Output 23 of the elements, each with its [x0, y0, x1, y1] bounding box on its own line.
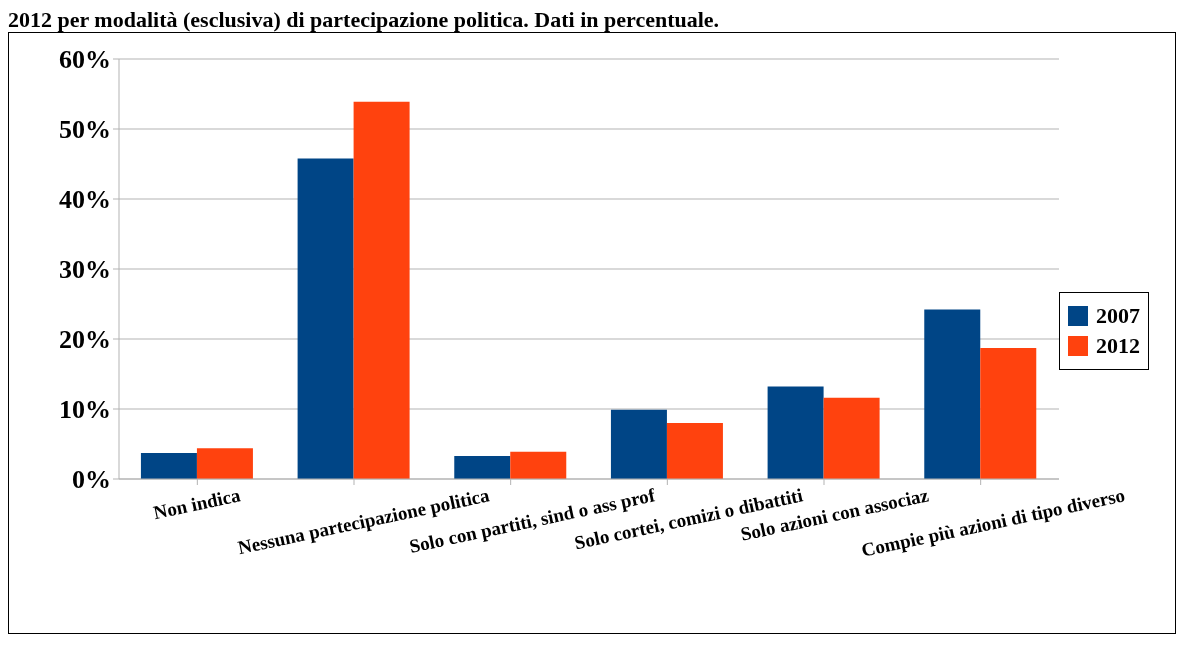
chart-title: 2012 per modalità (esclusiva) di partecipazione politica. Dati in percentuale. — [8, 7, 721, 32]
bar — [823, 397, 880, 479]
y-tick-label: 10% — [59, 395, 111, 425]
y-tick-label: 50% — [59, 115, 111, 145]
y-tick-label: 30% — [59, 255, 111, 285]
y-tick-label: 0% — [72, 465, 111, 495]
y-tick-label: 20% — [59, 325, 111, 355]
bar — [666, 423, 723, 479]
bar — [980, 348, 1037, 479]
bar — [353, 101, 410, 479]
legend-label: 2007 — [1096, 303, 1140, 329]
bar — [454, 455, 511, 479]
bar — [140, 453, 197, 479]
bar — [924, 309, 981, 479]
bar — [297, 158, 354, 479]
y-tick-label: 40% — [59, 185, 111, 215]
bar — [767, 386, 824, 479]
legend-label: 2012 — [1096, 333, 1140, 359]
bar — [510, 451, 567, 479]
bar — [196, 448, 253, 479]
bar — [610, 409, 667, 479]
x-tick-label: Non indica — [151, 484, 243, 524]
y-tick-label: 60% — [59, 45, 111, 75]
